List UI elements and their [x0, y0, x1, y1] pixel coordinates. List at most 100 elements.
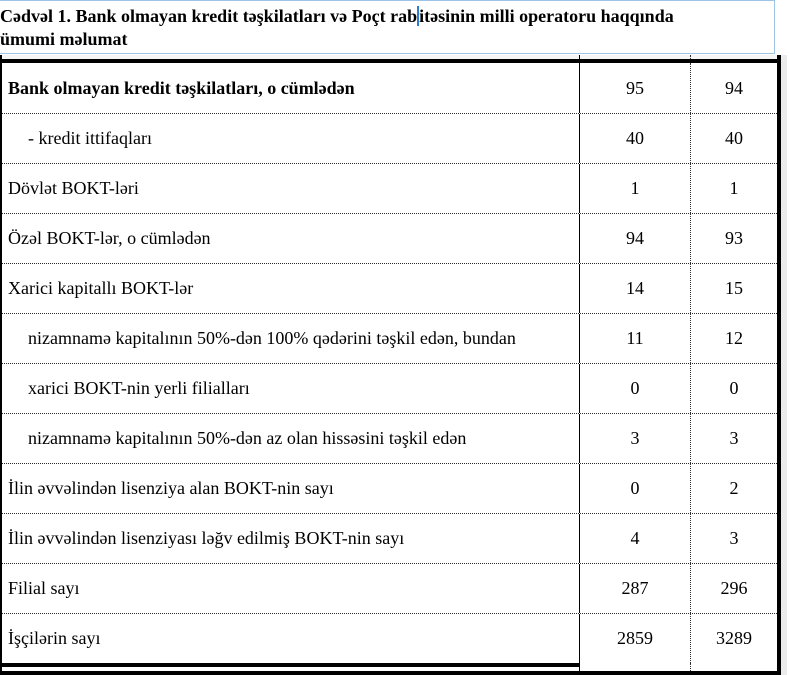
row-label: Özəl BOKT-lər, o cümlədən: [8, 228, 211, 248]
row-value-col1-cell[interactable]: 0: [579, 364, 691, 413]
row-value-col1: 11: [626, 328, 644, 348]
row-value-col1: 287: [621, 578, 649, 598]
row-label: nizamnamə kapitalının 50%-dən 100% qədər…: [28, 328, 516, 348]
row-label-cell[interactable]: Özəl BOKT-lər, o cümlədən: [2, 214, 579, 263]
row-label-cell[interactable]: nizamnamə kapitalının 50%-dən az olan hi…: [2, 414, 579, 463]
row-value-col1: 14: [626, 278, 644, 298]
row-value-col2-cell[interactable]: 93: [691, 214, 777, 263]
row-value-col2: 0: [729, 378, 739, 398]
title-line2: ümumi məlumat: [0, 29, 128, 49]
table-row: Filial sayı 287 296: [2, 563, 777, 613]
row-value-col1-cell[interactable]: 1: [579, 164, 691, 213]
row-value-col2: 3: [729, 428, 739, 448]
row-label-cell[interactable]: Filial sayı: [2, 564, 579, 613]
row-value-col2-cell[interactable]: 94: [691, 63, 777, 113]
table-row: Bank olmayan kredit təşkilatları, o cüml…: [2, 63, 777, 113]
row-label: İşçilərin sayı: [8, 628, 101, 648]
table-row: xarici BOKT-nin yerli filialları 0 0: [2, 363, 777, 413]
row-label: Filial sayı: [8, 578, 80, 598]
table-row: Dövlət BOKT-ləri 1 1: [2, 163, 777, 213]
table-row: Xarici kapitallı BOKT-lər 14 15: [2, 263, 777, 313]
table-row: İlin əvvəlindən lisenziya alan BOKT-nin …: [2, 463, 777, 513]
row-value-col2-cell[interactable]: 3289: [691, 614, 777, 663]
title-line1: Cədvəl 1. Bank olmayan kredit təşkilatla…: [0, 6, 674, 26]
row-value-col2-cell[interactable]: 3: [691, 414, 777, 463]
row-value-col2-cell[interactable]: 40: [691, 114, 777, 163]
row-value-col2-cell[interactable]: 296: [691, 564, 777, 613]
row-value-col1: 2859: [617, 628, 653, 648]
row-value-col2: 15: [725, 278, 743, 298]
table-row: İşçilərin sayı 2859 3289: [2, 613, 777, 663]
row-value-col1-cell[interactable]: 95: [579, 63, 691, 113]
row-value-col1-cell[interactable]: 287: [579, 564, 691, 613]
table-row: nizamnamə kapitalının 50%-dən 100% qədər…: [2, 313, 777, 363]
row-value-col2: 94: [725, 77, 743, 98]
table-row: İlin əvvəlindən lisenziyası ləğv edilmiş…: [2, 513, 777, 563]
row-label: İlin əvvəlindən lisenziya alan BOKT-nin …: [8, 478, 334, 498]
table-bottom-thick-border: [2, 671, 777, 675]
row-label: Dövlət BOKT-ləri: [8, 178, 139, 198]
row-value-col1: 0: [630, 378, 640, 398]
row-value-col1: 0: [630, 478, 640, 498]
table-row: nizamnamə kapitalının 50%-dən az olan hi…: [2, 413, 777, 463]
row-label: Bank olmayan kredit təşkilatları, o cüml…: [8, 77, 355, 98]
row-value-col1-cell[interactable]: 94: [579, 214, 691, 263]
text-caret: [417, 6, 420, 26]
row-value-col2-cell[interactable]: 3: [691, 514, 777, 563]
data-table: Bank olmayan kredit təşkilatları, o cüml…: [0, 55, 781, 675]
row-value-col2: 2: [729, 478, 739, 498]
title-text-after-caret: itəsinin milli operatoru haqqında: [419, 6, 674, 26]
row-value-col1-cell[interactable]: 2859: [579, 614, 691, 663]
row-label-cell[interactable]: Xarici kapitallı BOKT-lər: [2, 264, 579, 313]
row-label-cell[interactable]: İlin əvvəlindən lisenziyası ləğv edilmiş…: [2, 514, 579, 563]
row-value-col2: 3: [729, 528, 739, 548]
row-value-col1: 1: [630, 178, 640, 198]
row-value-col1: 40: [626, 128, 644, 148]
row-label-cell[interactable]: Dövlət BOKT-ləri: [2, 164, 579, 213]
table-body: Bank olmayan kredit təşkilatları, o cüml…: [2, 63, 777, 663]
next-row-sliver: [0, 663, 777, 671]
row-label-cell[interactable]: nizamnamə kapitalının 50%-dən 100% qədər…: [2, 314, 579, 363]
row-label: İlin əvvəlindən lisenziyası ləğv edilmiş…: [8, 528, 405, 548]
row-label: - kredit ittifaqları: [28, 128, 152, 148]
row-value-col1: 4: [630, 528, 640, 548]
title-text-before-caret: Cədvəl 1. Bank olmayan kredit təşkilatla…: [0, 6, 418, 26]
row-value-col1-cell[interactable]: 11: [579, 314, 691, 363]
row-value-col2-cell[interactable]: 15: [691, 264, 777, 313]
row-value-col1-cell[interactable]: 3: [579, 414, 691, 463]
row-value-col2: 296: [720, 578, 748, 598]
table-right-shadow: [781, 55, 787, 675]
row-label-cell[interactable]: - kredit ittifaqları: [2, 114, 579, 163]
row-value-col1: 95: [626, 77, 644, 98]
row-label-cell[interactable]: xarici BOKT-nin yerli filialları: [2, 364, 579, 413]
row-value-col1-cell[interactable]: 4: [579, 514, 691, 563]
row-value-col1: 94: [626, 228, 644, 248]
label-column-bottom-border: [0, 663, 580, 667]
row-label-cell[interactable]: İşçilərin sayı: [2, 614, 579, 663]
row-value-col2: 40: [725, 128, 743, 148]
row-label: Xarici kapitallı BOKT-lər: [8, 278, 194, 298]
row-label: nizamnamə kapitalının 50%-dən az olan hi…: [28, 428, 467, 448]
row-value-col2: 3289: [716, 628, 752, 648]
row-value-col1-cell[interactable]: 40: [579, 114, 691, 163]
table-row: Özəl BOKT-lər, o cümlədən 94 93: [2, 213, 777, 263]
row-value-col2: 12: [725, 328, 743, 348]
row-value-col1: 3: [630, 428, 640, 448]
row-label-cell[interactable]: İlin əvvəlindən lisenziya alan BOKT-nin …: [2, 464, 579, 513]
row-value-col2-cell[interactable]: 2: [691, 464, 777, 513]
data-table-region: Bank olmayan kredit təşkilatları, o cüml…: [0, 55, 787, 675]
row-value-col1-cell[interactable]: 14: [579, 264, 691, 313]
row-value-col2-cell[interactable]: 12: [691, 314, 777, 363]
row-value-col2: 1: [729, 178, 739, 198]
row-label-cell[interactable]: Bank olmayan kredit təşkilatları, o cüml…: [2, 63, 579, 113]
row-value-col1-cell[interactable]: 0: [579, 464, 691, 513]
row-value-col2-cell[interactable]: 0: [691, 364, 777, 413]
title-textbox[interactable]: Cədvəl 1. Bank olmayan kredit təşkilatla…: [0, 0, 775, 54]
row-label: xarici BOKT-nin yerli filialları: [28, 378, 250, 398]
row-value-col2-cell[interactable]: 1: [691, 164, 777, 213]
table-top-thick-border: [2, 59, 777, 63]
row-value-col2: 93: [725, 228, 743, 248]
table-header-sliver: [2, 55, 777, 59]
table-row: - kredit ittifaqları 40 40: [2, 113, 777, 163]
